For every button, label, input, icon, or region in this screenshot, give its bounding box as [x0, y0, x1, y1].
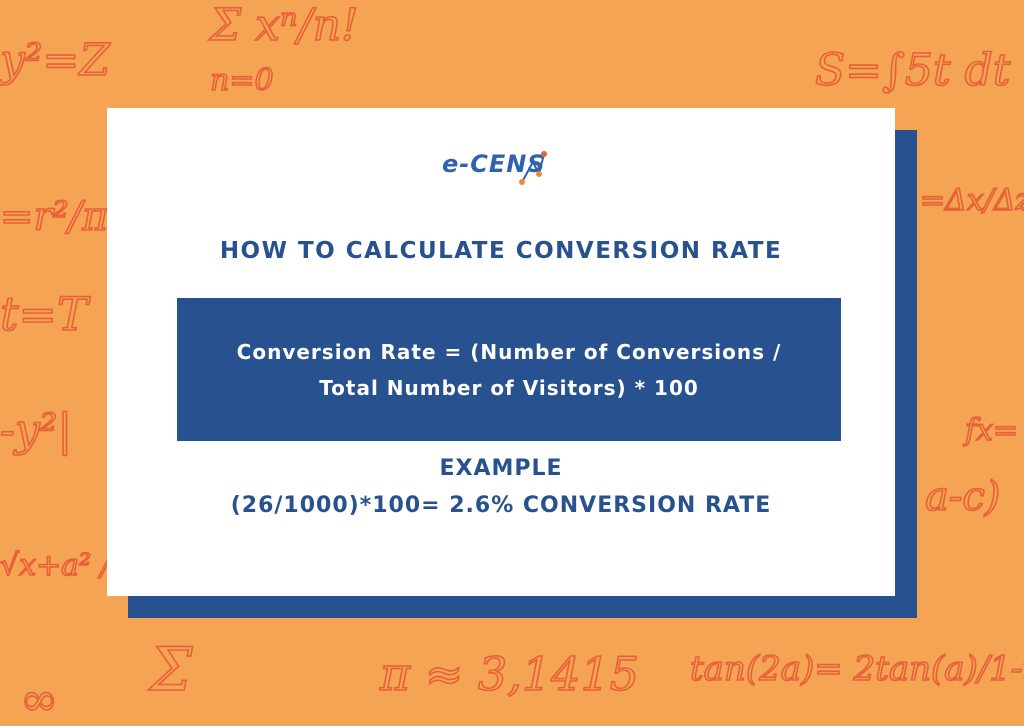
scribble: =Δx/Δz — [920, 183, 1024, 218]
scribble: Σ xⁿ/n! — [208, 0, 359, 51]
scribble: -y²| — [0, 405, 72, 456]
e-cens-logo: e-CENS — [442, 146, 562, 186]
page-title: HOW TO CALCULATE CONVERSION RATE — [219, 238, 783, 264]
scribble: tan(2a)= 2tan(a)/1-tan²(a) — [690, 649, 1024, 689]
formula-text: Conversion Rate = (Number of Conversions… — [236, 339, 782, 400]
scribble: a-c) — [925, 474, 1000, 520]
scribble: fx= — [963, 413, 1018, 448]
example-calculation: (26/1000)*100= 2.6% CONVERSION RATE — [230, 493, 772, 518]
scribble: Σ — [148, 635, 193, 705]
scribble: t=T — [0, 287, 91, 341]
info-card: e-CENS HOW TO CALCULATE CONVERSION RATE … — [107, 108, 895, 596]
example-label: EXAMPLE — [439, 456, 563, 481]
scribble: ∞ — [20, 672, 58, 726]
logo-network-icon — [519, 151, 547, 185]
formula-box: Conversion Rate = (Number of Conversions… — [177, 298, 841, 441]
scribble: π ≈ 3,1415 — [379, 647, 639, 701]
scribble: y²=Z — [0, 35, 111, 86]
scribble: =r²/π — [0, 194, 109, 240]
scribble: n=0 — [210, 63, 274, 98]
scribble: S=∫5t dt — [815, 45, 1011, 96]
